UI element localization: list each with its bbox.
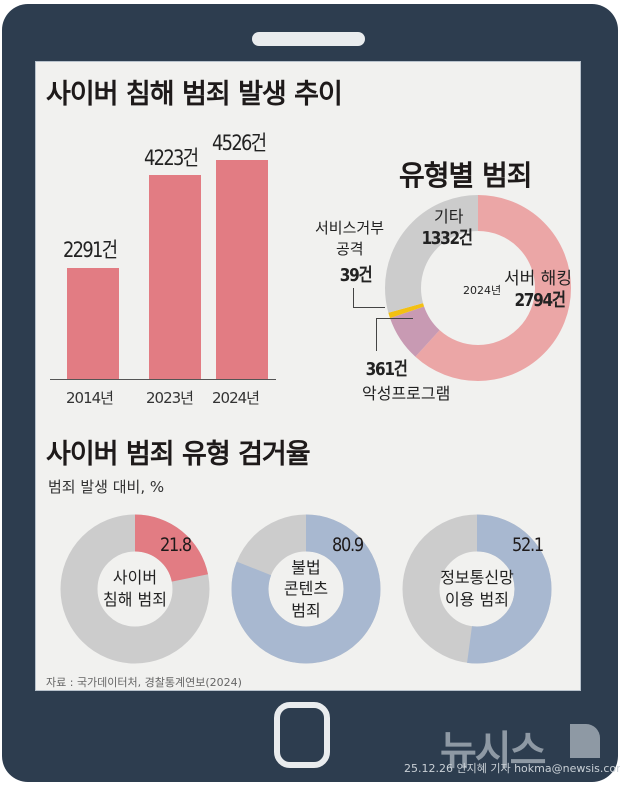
type-chart-title: 유형별 범죄 bbox=[399, 159, 533, 192]
donut-label-line1: 정보통신망 bbox=[440, 568, 514, 588]
x-axis-line bbox=[50, 379, 276, 380]
x-label-2024: 2024년 bbox=[212, 389, 260, 407]
type-donut-chart bbox=[385, 195, 571, 381]
server-hacking-label: 서버 해킹 bbox=[504, 269, 572, 289]
bar-2024 bbox=[216, 160, 268, 379]
other-value: 1332건 bbox=[421, 228, 473, 249]
source-note: 자료 : 국가데이터처, 경찰통계연보(2024) bbox=[46, 676, 242, 689]
home-button bbox=[274, 702, 330, 768]
speaker-slot bbox=[252, 32, 365, 46]
malware-label: 악성프로그램 bbox=[362, 384, 451, 403]
donut-label-line2: 침해 범죄 bbox=[103, 590, 167, 609]
newsis-logo-mark-icon bbox=[570, 724, 600, 758]
donut-label-line1: 불법 bbox=[291, 557, 321, 577]
ddos-leader-vertical bbox=[353, 288, 354, 308]
bar-value-2023: 4223건 bbox=[144, 146, 199, 170]
x-label-2023: 2023년 bbox=[146, 389, 194, 407]
bar-2023 bbox=[149, 175, 201, 379]
donut-label-line2: 콘텐츠 bbox=[283, 579, 329, 599]
ddos-leader-horizontal bbox=[353, 307, 385, 308]
infographic-screen: 사이버 침해 범죄 발생 추이 2291건 4223건 4526건 2014년 … bbox=[35, 61, 581, 691]
donut-label-line3: 범죄 bbox=[291, 600, 321, 620]
donut-center-label: 불법 콘텐츠 범죄 bbox=[231, 514, 381, 664]
newsis-logo: 뉴시스 bbox=[440, 728, 546, 774]
byline-credit: 25.12.26 안지혜 기자 hokma@newsis.com bbox=[404, 762, 620, 775]
center-year-label: 2024년 bbox=[463, 284, 502, 297]
bar-2014 bbox=[67, 268, 119, 379]
bar-value-2024: 4526건 bbox=[212, 131, 267, 155]
arrest-value-cyber-intrusion: 21.8 bbox=[160, 534, 192, 556]
bar-value-2014: 2291건 bbox=[63, 238, 118, 262]
ddos-label-line1: 서비스거부 bbox=[315, 219, 385, 237]
arrest-rate-subtitle: 범죄 발생 대비, % bbox=[48, 478, 165, 496]
bar-chart-title: 사이버 침해 범죄 발생 추이 bbox=[46, 79, 343, 110]
tablet-frame: 사이버 침해 범죄 발생 추이 2291건 4223건 4526건 2014년 … bbox=[2, 4, 618, 782]
donut-label-line1: 사이버 bbox=[112, 568, 158, 588]
arrest-donut-illegal-content: 불법 콘텐츠 범죄 bbox=[231, 514, 381, 664]
donut-label-line2: 이용 범죄 bbox=[445, 590, 509, 609]
arrest-value-network-crime: 52.1 bbox=[512, 534, 544, 556]
malware-leader-vertical bbox=[376, 318, 377, 351]
x-label-2014: 2014년 bbox=[66, 389, 114, 407]
ddos-label-line2: 공격 bbox=[336, 240, 364, 258]
arrest-value-illegal-content: 80.9 bbox=[332, 534, 364, 556]
malware-leader-horizontal bbox=[376, 318, 413, 319]
malware-value: 361건 bbox=[365, 359, 408, 380]
other-label: 기타 bbox=[434, 207, 464, 226]
server-hacking-value: 2794건 bbox=[514, 290, 566, 311]
ddos-value: 39건 bbox=[339, 265, 373, 286]
arrest-rate-title: 사이버 범죄 유형 검거율 bbox=[46, 439, 311, 470]
